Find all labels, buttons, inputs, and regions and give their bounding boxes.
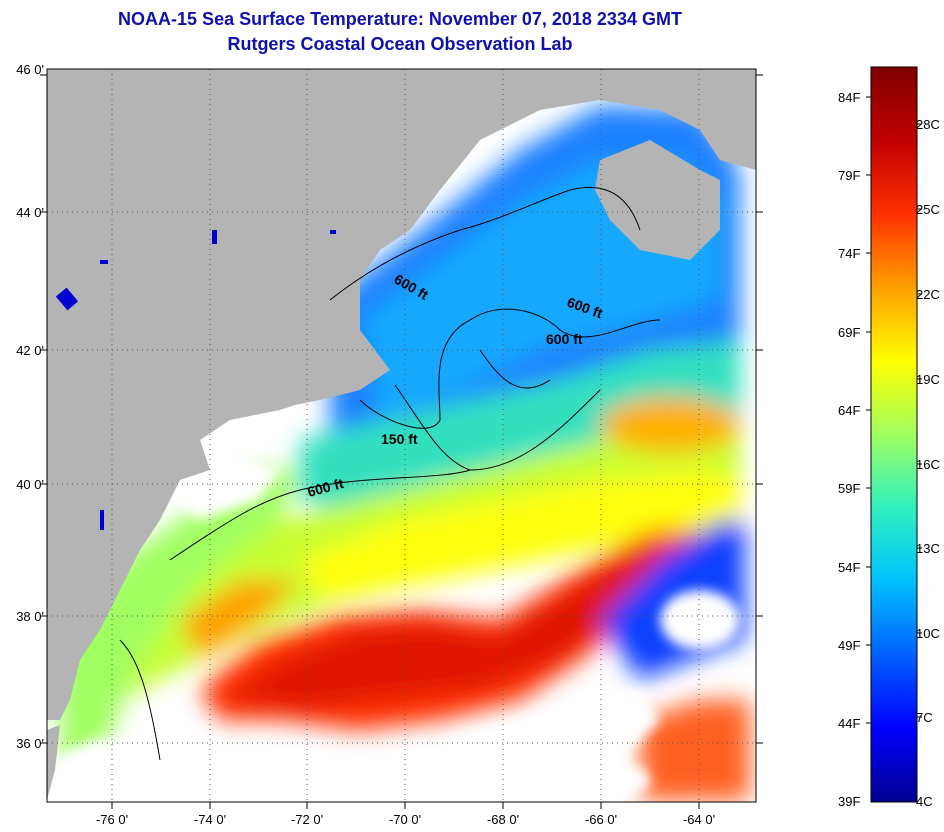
lon-tick-70: -70 0' <box>388 812 422 827</box>
map-content: 600 ft 600 ft 600 ft 150 ft 600 ft <box>47 69 756 802</box>
lat-tick-40: 40 0' <box>16 477 44 492</box>
colorbar-label-22c: 22C <box>916 287 940 302</box>
colorbar-label-39f: 39F <box>838 794 861 809</box>
colorbar-label-54f: 54F <box>838 560 861 575</box>
inland-water <box>55 230 336 530</box>
colorbar-ticks <box>866 96 922 724</box>
contour-label-600ft-3: 600 ft <box>546 331 583 347</box>
lon-tick-74: -74 0' <box>193 812 227 827</box>
lat-tick-38: 38 0' <box>16 609 44 624</box>
sea-surface-temperature-field <box>60 105 750 800</box>
frame-ticks <box>40 74 763 809</box>
colorbar-label-10c: 10C <box>916 626 940 641</box>
colorbar-label-28c: 28C <box>916 117 940 132</box>
lon-tick-76: -76 0' <box>95 812 129 827</box>
colorbar-label-7c: 7C <box>916 710 933 725</box>
colorbar-label-64f: 64F <box>838 403 861 418</box>
colorbar-label-49f: 49F <box>838 638 861 653</box>
colorbar <box>870 66 918 803</box>
colorbar-label-19c: 19C <box>916 372 940 387</box>
map-title: NOAA-15 Sea Surface Temperature: Novembe… <box>118 9 682 29</box>
colorbar-label-79f: 79F <box>838 168 861 183</box>
colorbar-label-44f: 44F <box>838 716 861 731</box>
colorbar-label-69f: 69F <box>838 325 861 340</box>
graticule <box>47 69 756 802</box>
colorbar-label-59f: 59F <box>838 481 861 496</box>
lat-tick-36: 36 0' <box>16 736 44 751</box>
lon-tick-68: -68 0' <box>486 812 520 827</box>
colorbar-label-13c: 13C <box>916 541 940 556</box>
map-frame <box>46 68 757 803</box>
colorbar-label-84f: 84F <box>838 90 861 105</box>
land-masses <box>47 69 756 800</box>
colorbar-label-16c: 16C <box>916 457 940 472</box>
bathymetry-contours <box>119 186 661 761</box>
lat-tick-42: 42 0' <box>16 343 44 358</box>
lon-tick-72: -72 0' <box>290 812 324 827</box>
map-subtitle: Rutgers Coastal Ocean Observation Lab <box>227 34 573 54</box>
lon-tick-66: -66 0' <box>584 812 618 827</box>
colorbar-label-4c: 4C <box>916 794 933 809</box>
lat-tick-44: 44 0' <box>16 205 44 220</box>
colorbar-label-25c: 25C <box>916 202 940 217</box>
colorbar-label-74f: 74F <box>838 246 861 261</box>
contour-label-150ft: 150 ft <box>381 431 418 447</box>
lat-tick-46: 46 0' <box>16 62 44 77</box>
lon-tick-64: -64 0' <box>682 812 716 827</box>
